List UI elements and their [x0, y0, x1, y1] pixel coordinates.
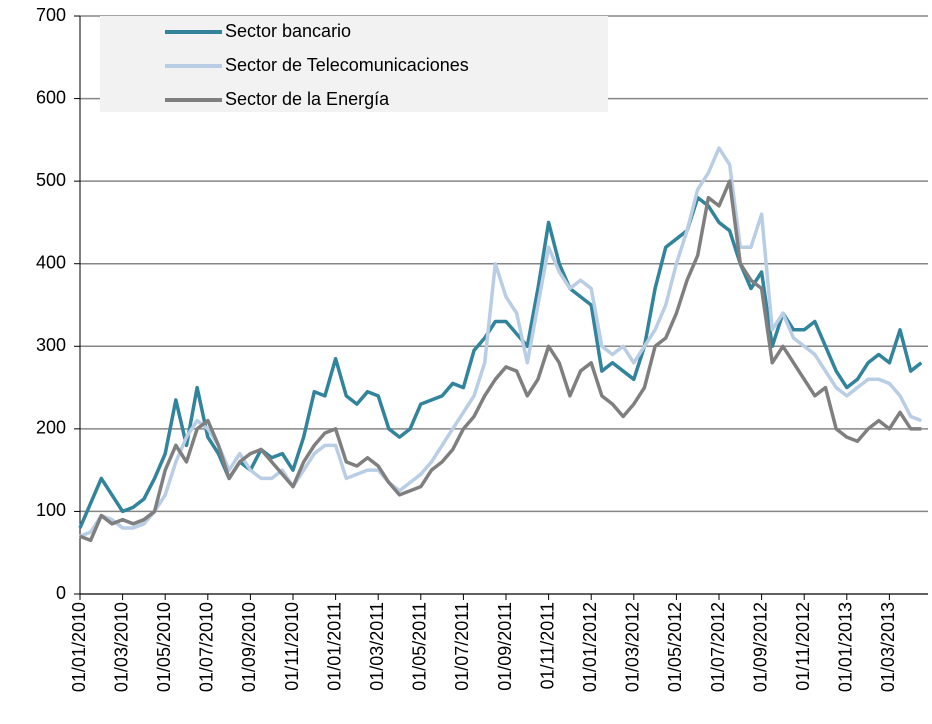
series-line: [79, 179, 922, 543]
legend-label: Sector bancario: [225, 21, 351, 41]
y-tick-label: 0: [56, 583, 66, 603]
y-tick-label: 400: [36, 252, 66, 272]
x-tick-label: 01/09/2012: [750, 602, 770, 692]
x-tick-label: 01/07/2012: [708, 602, 728, 692]
x-tick-label: 01/03/2010: [111, 602, 131, 692]
x-tick-label: 01/11/2011: [537, 602, 557, 689]
y-tick-label: 100: [36, 500, 66, 520]
y-tick-label: 200: [36, 418, 66, 438]
y-tick-label: 600: [36, 87, 66, 107]
legend-label: Sector de Telecomunicaciones: [225, 55, 469, 75]
x-tick-label: 01/09/2010: [239, 602, 259, 692]
x-tick-label: 01/01/2011: [324, 602, 344, 691]
x-tick-label: 01/11/2010: [282, 602, 302, 691]
x-tick-label: 01/01/2010: [69, 602, 89, 692]
y-tick-label: 500: [36, 170, 66, 190]
x-tick-label: 01/05/2012: [665, 602, 685, 692]
y-tick-label: 300: [36, 335, 66, 355]
series-line: [79, 146, 922, 538]
x-tick-label: 01/03/2012: [623, 602, 643, 692]
x-tick-label: 01/03/2013: [878, 602, 898, 692]
x-tick-label: 01/07/2011: [452, 602, 472, 691]
x-tick-label: 01/07/2010: [197, 602, 217, 692]
x-tick-label: 01/01/2013: [836, 602, 856, 692]
legend-label: Sector de la Energía: [225, 89, 390, 109]
x-tick-label: 01/05/2011: [410, 602, 430, 691]
x-tick-label: 01/01/2012: [580, 602, 600, 692]
x-tick-label: 01/11/2012: [793, 602, 813, 691]
y-tick-label: 700: [36, 5, 66, 25]
x-tick-label: 01/09/2011: [495, 602, 515, 691]
x-tick-label: 01/05/2010: [154, 602, 174, 692]
x-tick-label: 01/03/2011: [367, 602, 387, 691]
